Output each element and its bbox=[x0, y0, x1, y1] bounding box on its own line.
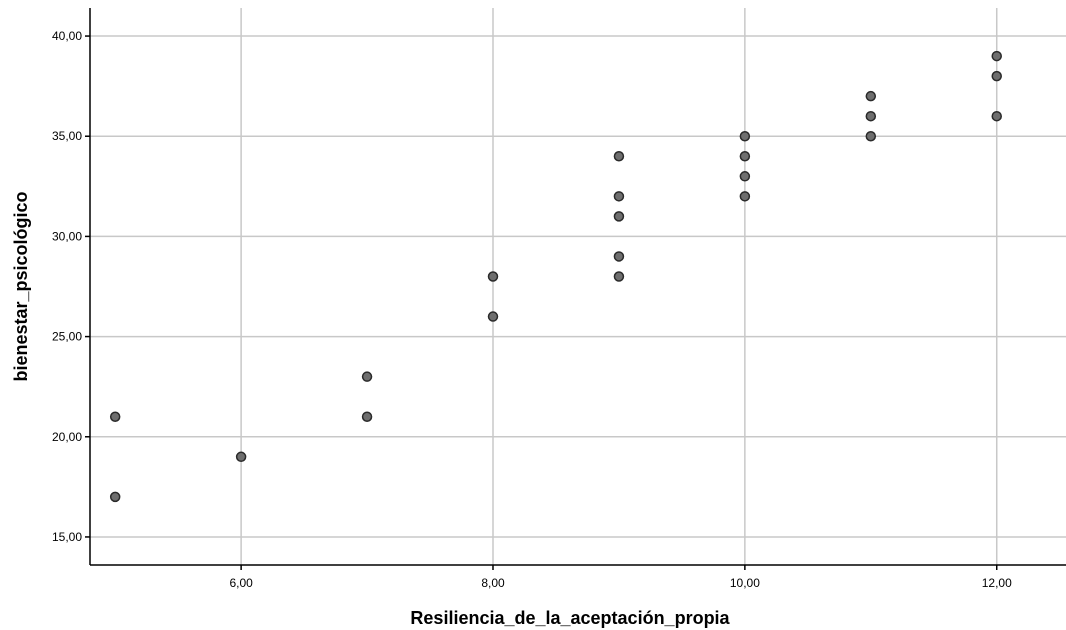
data-point bbox=[991, 70, 1002, 82]
y-tick-label: 35,00 bbox=[52, 129, 82, 143]
data-point bbox=[739, 171, 751, 182]
data-point bbox=[613, 251, 625, 262]
data-point bbox=[613, 191, 625, 202]
data-point bbox=[613, 151, 625, 162]
data-point bbox=[865, 90, 877, 102]
grid-lines bbox=[90, 8, 1066, 565]
y-tick-label: 15,00 bbox=[52, 530, 82, 544]
data-point bbox=[991, 110, 1002, 122]
y-tick-labels: 15,00 20,00 25,00 30,00 35,00 40,00 bbox=[52, 29, 82, 544]
data-point bbox=[865, 130, 877, 142]
data-point bbox=[991, 50, 1002, 62]
axes bbox=[85, 8, 1066, 570]
data-point bbox=[235, 451, 247, 463]
data-point bbox=[865, 110, 877, 122]
data-point bbox=[613, 271, 625, 282]
y-tick-label: 20,00 bbox=[52, 430, 82, 444]
y-tick-label: 30,00 bbox=[52, 229, 82, 243]
data-point bbox=[487, 271, 499, 282]
y-tick-label: 40,00 bbox=[52, 29, 82, 43]
data-point bbox=[109, 491, 121, 503]
x-tick-label: 6,00 bbox=[229, 576, 253, 590]
data-point bbox=[487, 311, 499, 322]
x-tick-label: 12,00 bbox=[982, 576, 1012, 590]
x-tick-label: 10,00 bbox=[730, 576, 760, 590]
x-tick-labels: 6,00 8,00 10,00 12,00 bbox=[229, 576, 1012, 590]
data-point bbox=[361, 371, 373, 382]
x-tick-label: 8,00 bbox=[481, 576, 505, 590]
data-point bbox=[739, 130, 751, 142]
data-point bbox=[613, 211, 625, 222]
data-point bbox=[739, 191, 751, 202]
data-point bbox=[361, 411, 373, 422]
x-axis-title: Resiliencia_de_la_aceptación_propia bbox=[410, 608, 730, 628]
data-points bbox=[109, 50, 1002, 503]
y-tick-label: 25,00 bbox=[52, 330, 82, 344]
data-point bbox=[109, 411, 121, 422]
y-axis-title: bienestar_psicológico bbox=[11, 191, 31, 381]
data-point bbox=[739, 151, 751, 162]
